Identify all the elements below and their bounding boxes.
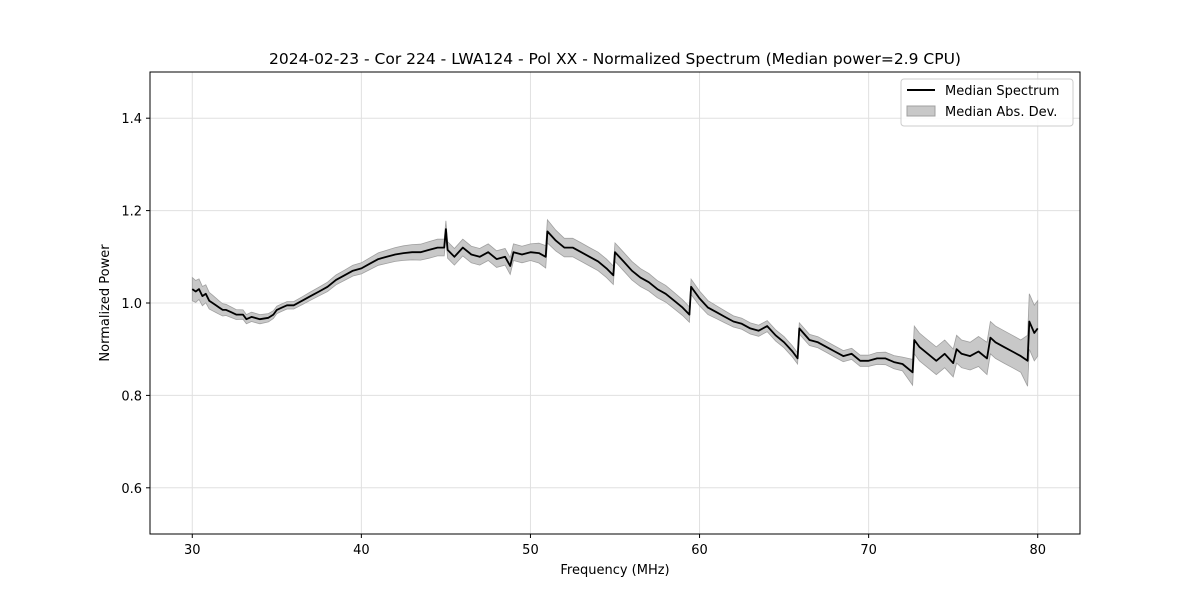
- legend-median-spectrum: Median Spectrum: [945, 84, 1059, 99]
- y-axis-label: Normalized Power: [98, 244, 113, 362]
- legend-band-swatch: [906, 105, 936, 117]
- legend-median-abs-dev: Median Abs. Dev.: [945, 105, 1057, 120]
- median-spectrum-line: [191, 228, 1039, 374]
- x-tick-label: 70: [860, 543, 877, 558]
- legend-box: [900, 78, 1074, 127]
- y-tick-label: 1.0: [121, 297, 142, 312]
- x-tick-label: 80: [1029, 543, 1046, 558]
- x-tick-label: 50: [522, 543, 539, 558]
- x-axis-label: Frequency (MHz): [560, 563, 669, 578]
- x-tick-label: 40: [353, 543, 370, 558]
- chart-title: 2024-02-23 - Cor 224 - LWA124 - Pol XX -…: [269, 50, 961, 68]
- median-abs-dev-band: [191, 218, 1039, 387]
- mad-band-layer: [191, 218, 1039, 387]
- legend: Median Spectrum Median Abs. Dev.: [900, 78, 1074, 127]
- y-tick-label: 1.4: [121, 112, 142, 127]
- y-tick-label: 0.6: [121, 482, 142, 497]
- x-tick-label: 30: [184, 543, 201, 558]
- y-tick-label: 1.2: [121, 205, 142, 220]
- x-tick-label: 60: [691, 543, 708, 558]
- y-tick-label: 0.8: [121, 389, 142, 404]
- x-axis-ticks: 30 40 50 60 70 80: [184, 534, 1046, 558]
- y-axis-ticks: 0.6 0.8 1.0 1.2 1.4: [121, 112, 150, 497]
- median-line-layer: [191, 228, 1039, 374]
